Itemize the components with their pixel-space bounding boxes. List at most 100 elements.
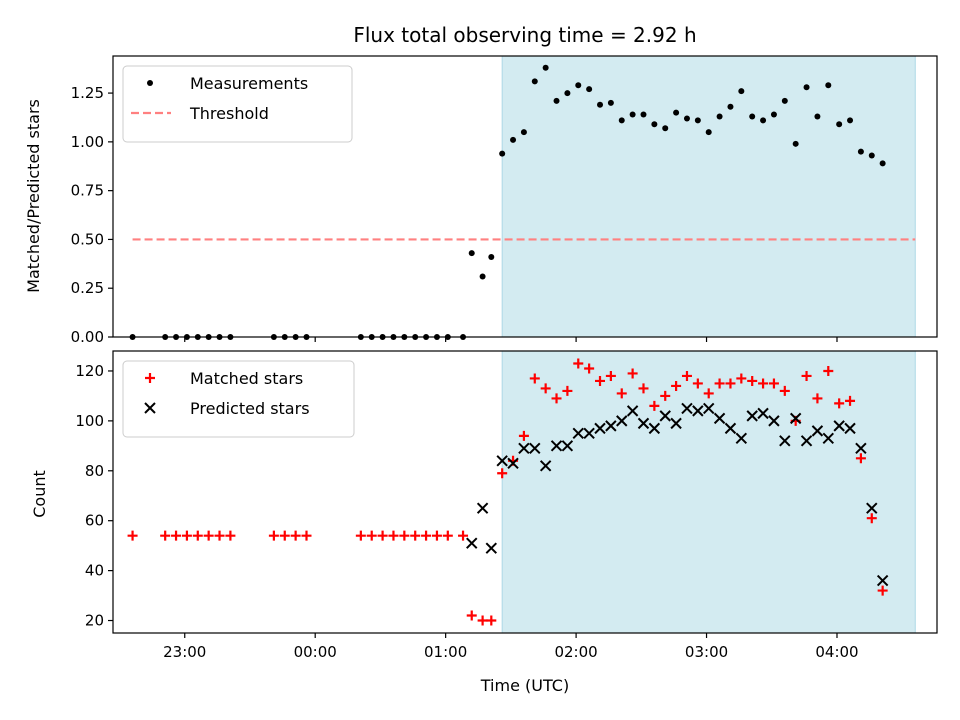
predicted-stars-point [572,427,584,440]
predicted-stars-point [811,425,824,437]
matched-stars-point [497,468,508,479]
measurements-point [542,64,549,71]
matched-stars-point [551,393,562,404]
measurements-point [597,101,604,108]
matched-stars-point [214,530,225,541]
predicted-stars-point [594,422,606,435]
y-tick-label: 100 [75,412,104,430]
matched-stars-point [671,380,682,391]
predicted-stars-point [539,460,552,472]
matched-stars-point [877,585,888,596]
legend-box [122,360,355,438]
measurements-point [531,78,538,85]
predicted-stars-point [789,412,802,425]
measurements-point [468,250,475,257]
matched-stars-point [203,530,214,541]
predicted-stars-point [518,442,530,455]
predicted-stars-point [616,415,628,427]
predicted-stars-point [855,442,867,455]
measurements-point [770,111,777,118]
matched-stars-point [421,530,432,541]
predicted-stars-point [681,402,693,415]
y-tick-label: 60 [85,512,104,530]
measurements-point [738,88,745,95]
measurements-point [488,253,495,260]
measurements-point [683,115,690,122]
matched-stars-point [627,368,638,379]
y-tick-label: 0.00 [71,328,104,346]
matched-stars-point [779,385,790,396]
legend-predicted-stars-label: Predicted stars [190,399,310,418]
matched-stars-point [410,530,421,541]
matched-stars-point [605,370,616,381]
measurements-point [662,125,669,132]
matched-stars-point [477,615,488,626]
predicted-stars-point [713,412,726,425]
measurements-point [825,82,832,89]
matched-stars-point [616,388,627,399]
top-y-axis-label: Matched/Predicted stars [24,99,43,293]
y-tick-label: 0.50 [71,230,104,248]
measurements-point [629,111,636,118]
y-tick-label: 40 [85,562,104,580]
matched-stars-point [355,530,366,541]
measurements-point [705,129,712,136]
x-tick-label: 03:00 [685,643,728,661]
predicted-stars-point [724,422,737,435]
matched-stars-point [466,610,477,621]
predicted-stars-point [561,440,574,452]
measurements-point [607,99,614,106]
predicted-stars-point [466,537,478,549]
measurements-point [868,152,875,159]
matched-stars-point [225,530,236,541]
measurements-point [760,117,767,124]
measurements-point [792,140,799,147]
measurements-point [694,117,701,124]
matched-stars-point [834,398,845,409]
matched-stars-point [458,530,469,541]
legend-matched-stars-swatch [145,373,155,383]
predicted-stars-point [866,502,878,514]
matched-stars-point [823,365,834,376]
matched-stars-point [747,375,758,386]
measurements-point [618,117,625,124]
x-tick-label: 23:00 [163,643,206,661]
matched-stars-point [845,395,856,406]
predicted-stars-point [648,422,661,435]
observing-window-span [501,55,916,338]
plot-frame [112,55,938,338]
predicted-stars-point [833,420,845,432]
matched-stars-point [714,378,725,389]
matched-stars-point [638,383,649,394]
matched-stars-point [768,378,779,389]
matched-stars-point [703,388,714,399]
measurements-point [803,84,810,91]
predicted-stars-point [692,405,704,417]
predicted-stars-point [496,455,508,467]
predicted-stars-point [583,427,595,440]
matched-stars-point [486,615,497,626]
measurements-point [749,113,756,120]
measurements-point [847,117,854,124]
matched-stars-point [649,400,660,411]
y-tick-label: 0.25 [71,279,104,297]
measurements-point [727,103,734,110]
measurements-point [520,129,527,136]
measurements-point [499,150,506,157]
x-tick-label: 02:00 [554,643,597,661]
measurements-point [510,136,517,143]
predicted-stars-point [605,420,617,432]
x-tick-label: 04:00 [815,643,858,661]
y-tick-label: 1.00 [71,133,104,151]
chart-title: Flux total observing time = 2.92 h [353,23,696,47]
matched-stars-point [377,530,388,541]
y-tick-label: 1.25 [71,84,104,102]
x-tick-label: 01:00 [424,643,467,661]
predicted-stars-point [659,410,671,422]
matched-stars-point [725,378,736,389]
legend-matched-stars-label: Matched stars [190,369,303,388]
predicted-stars-point [529,442,541,455]
predicted-stars-point [550,440,563,452]
predicted-stars-point [637,417,650,430]
predicted-stars-point [746,410,758,422]
